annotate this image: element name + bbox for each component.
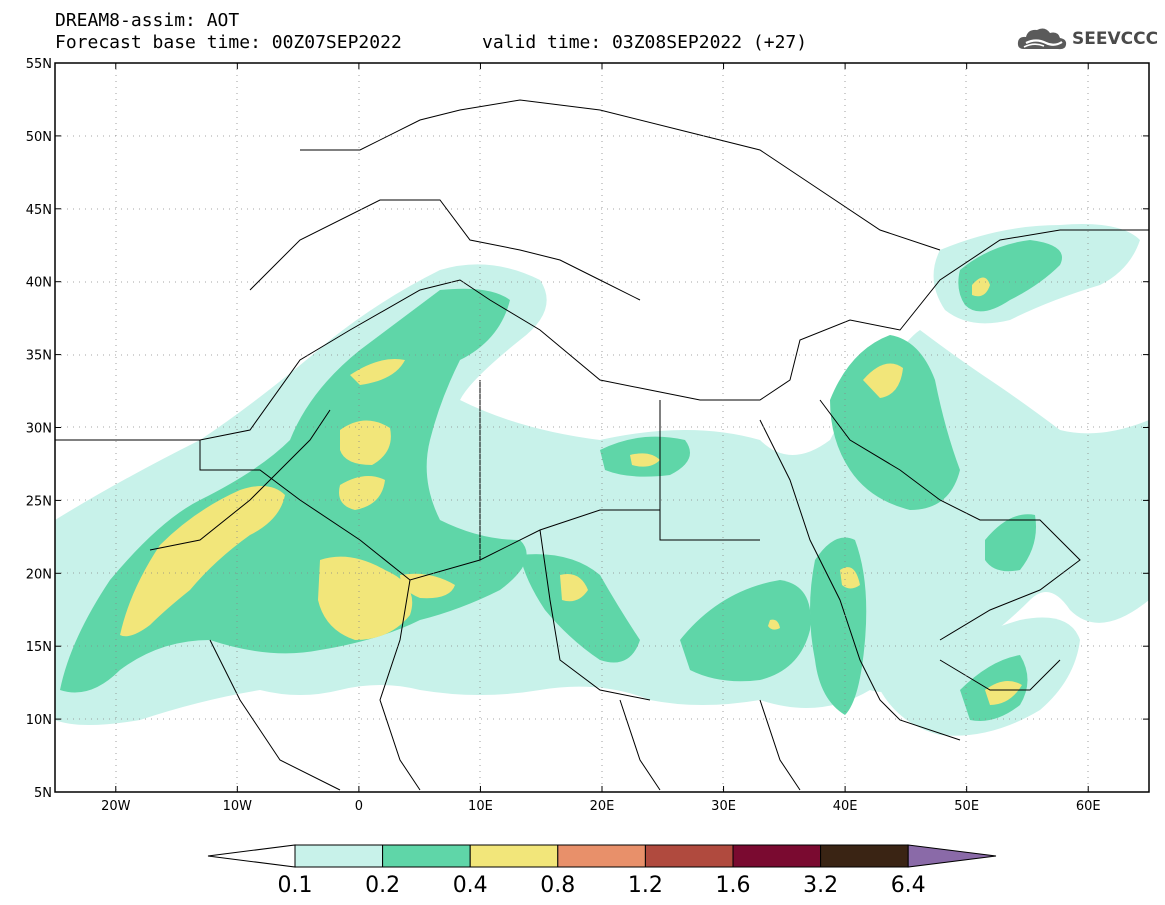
- lon-tick-label: 20W: [101, 799, 131, 814]
- colorbar-segment: [469, 844, 559, 868]
- coastlines: [55, 99, 1149, 791]
- lat-tick-label: 25N: [26, 494, 52, 509]
- colorbar-label: 0.1: [278, 873, 313, 898]
- colorbar-label: 6.4: [891, 873, 926, 898]
- colorbar-under-triangle: [207, 844, 296, 868]
- lat-tick-label: 30N: [26, 422, 52, 437]
- lat-tick-label: 50N: [26, 130, 52, 145]
- colorbar-label: 0.8: [540, 873, 575, 898]
- seevccc-logo: SEEVCCC: [1016, 24, 1158, 54]
- colorbar-label: 3.2: [803, 873, 838, 898]
- colorbar-label: 0.4: [453, 873, 488, 898]
- lon-tick-label: 10W: [223, 799, 253, 814]
- colorbar-label: 0.2: [365, 873, 400, 898]
- graticule: [55, 63, 1149, 792]
- colorbar-segment: [557, 844, 646, 868]
- base-time-label: Forecast base time: 00Z07SEP2022: [55, 32, 402, 53]
- lon-ticks: 20W 10W 0 10E 20E 30E 40E 50E 60E: [101, 63, 1101, 814]
- lon-tick-label: 0: [355, 799, 363, 814]
- lon-tick-label: 30E: [711, 799, 736, 814]
- cloud-icon: [1017, 28, 1067, 50]
- lon-tick-label: 20E: [590, 799, 615, 814]
- map-title: DREAM8-assim: AOT: [55, 10, 240, 31]
- lat-tick-label: 35N: [26, 349, 52, 364]
- colorbar-label: 1.2: [628, 873, 663, 898]
- lat-tick-label: 15N: [26, 640, 52, 655]
- valid-time-label: valid time: 03Z08SEP2022 (+27): [482, 32, 808, 53]
- lat-tick-label: 5N: [34, 786, 52, 801]
- colorbar-label: 1.6: [716, 873, 751, 898]
- lon-tick-label: 60E: [1076, 799, 1101, 814]
- lat-tick-label: 10N: [26, 713, 52, 728]
- lat-tick-label: 45N: [26, 203, 52, 218]
- lon-tick-label: 50E: [954, 799, 979, 814]
- lon-tick-label: 40E: [833, 799, 858, 814]
- lat-tick-label: 20N: [26, 567, 52, 582]
- aot-level-0-4: [120, 277, 1022, 705]
- lon-tick-label: 10E: [468, 799, 493, 814]
- aot-field: [55, 63, 1149, 792]
- colorbar-segment: [732, 844, 822, 868]
- logo-text: SEEVCCC: [1072, 29, 1159, 49]
- colorbar-segment: [644, 844, 734, 868]
- lat-tick-label: 55N: [26, 57, 52, 72]
- colorbar-segment: [294, 844, 384, 868]
- lat-tick-label: 40N: [26, 276, 52, 291]
- colorbar-over-triangle: [907, 844, 997, 868]
- colorbar-segment: [382, 844, 471, 868]
- colorbar: 0.1 0.2 0.4 0.8 1.2 1.6 3.2 6.4: [207, 844, 997, 898]
- colorbar-segment: [820, 844, 909, 868]
- lat-ticks: 5N 10N 15N 20N 25N 30N 35N 40N 45N 50N 55N: [26, 57, 1149, 801]
